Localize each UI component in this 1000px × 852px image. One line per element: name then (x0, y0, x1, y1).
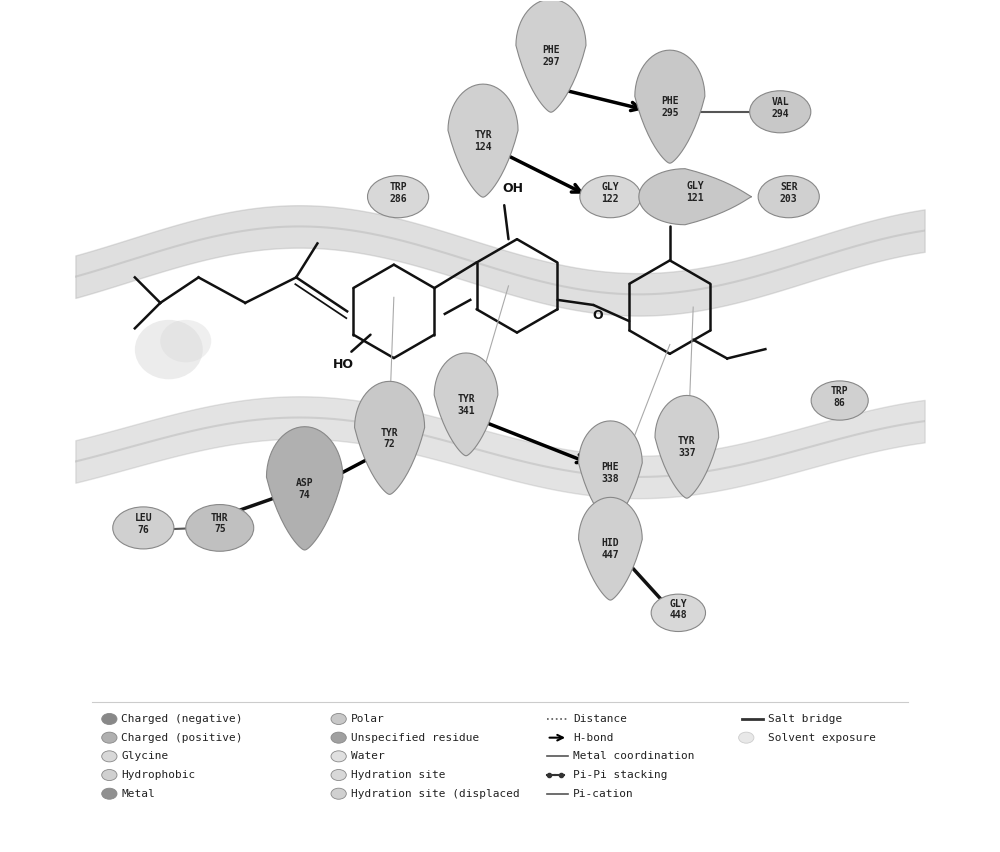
Ellipse shape (102, 788, 117, 799)
Polygon shape (579, 498, 642, 600)
Ellipse shape (331, 788, 346, 799)
Text: O: O (592, 308, 603, 322)
Text: PHE
338: PHE 338 (602, 462, 619, 483)
Text: Hydration site: Hydration site (351, 770, 445, 780)
Text: GLY
122: GLY 122 (602, 182, 619, 204)
Text: TYR
72: TYR 72 (381, 428, 398, 449)
Text: Distance: Distance (573, 714, 627, 724)
Text: HID
447: HID 447 (602, 538, 619, 560)
Ellipse shape (331, 751, 346, 762)
Text: PHE
295: PHE 295 (661, 96, 679, 118)
Polygon shape (266, 427, 343, 550)
Text: TYR
341: TYR 341 (457, 394, 475, 416)
Text: Unspecified residue: Unspecified residue (351, 733, 479, 743)
Text: Salt bridge: Salt bridge (768, 714, 843, 724)
Text: Metal: Metal (121, 789, 155, 798)
Text: OH: OH (502, 181, 523, 195)
Ellipse shape (113, 507, 174, 549)
Ellipse shape (331, 713, 346, 724)
Polygon shape (639, 169, 752, 225)
Polygon shape (635, 50, 705, 164)
Ellipse shape (102, 751, 117, 762)
Text: TRP
86: TRP 86 (831, 386, 849, 408)
Polygon shape (516, 0, 586, 112)
Ellipse shape (102, 732, 117, 743)
Text: ASP
74: ASP 74 (296, 478, 313, 499)
Text: Charged (negative): Charged (negative) (121, 714, 243, 724)
Text: Pi-cation: Pi-cation (573, 789, 634, 798)
Text: H-bond: H-bond (573, 733, 614, 743)
Ellipse shape (368, 176, 429, 218)
Text: TYR
337: TYR 337 (678, 436, 696, 458)
Text: Glycine: Glycine (121, 751, 168, 762)
Polygon shape (355, 382, 425, 494)
Polygon shape (434, 353, 498, 456)
Text: TYR
124: TYR 124 (474, 130, 492, 152)
Text: Water: Water (351, 751, 384, 762)
Text: PHE
297: PHE 297 (542, 45, 560, 67)
Ellipse shape (331, 769, 346, 780)
Text: SER
203: SER 203 (780, 182, 798, 204)
Ellipse shape (580, 176, 641, 218)
Ellipse shape (750, 91, 811, 133)
Ellipse shape (651, 594, 706, 631)
Text: Charged (positive): Charged (positive) (121, 733, 243, 743)
Ellipse shape (160, 320, 211, 362)
Text: GLY
448: GLY 448 (670, 599, 687, 620)
Text: THR
75: THR 75 (211, 513, 229, 534)
Text: Metal coordination: Metal coordination (573, 751, 695, 762)
Polygon shape (655, 395, 719, 498)
Text: TRP
286: TRP 286 (389, 182, 407, 204)
Text: LEU
76: LEU 76 (135, 513, 152, 535)
Text: Hydrophobic: Hydrophobic (121, 770, 195, 780)
Text: OH: OH (668, 203, 689, 216)
Ellipse shape (758, 176, 819, 218)
Ellipse shape (102, 713, 117, 724)
Text: Polar: Polar (351, 714, 384, 724)
Ellipse shape (331, 732, 346, 743)
Text: HO: HO (332, 358, 353, 371)
Ellipse shape (135, 320, 203, 379)
Text: Pi-Pi stacking: Pi-Pi stacking (573, 770, 668, 780)
Ellipse shape (739, 732, 754, 743)
Polygon shape (448, 84, 518, 197)
Ellipse shape (186, 504, 254, 551)
Text: VAL
294: VAL 294 (771, 97, 789, 118)
Text: GLY
121: GLY 121 (687, 181, 704, 203)
Polygon shape (579, 421, 642, 524)
Text: Solvent exposure: Solvent exposure (768, 733, 876, 743)
Ellipse shape (811, 381, 868, 420)
Text: Hydration site (displaced: Hydration site (displaced (351, 789, 519, 798)
Ellipse shape (102, 769, 117, 780)
